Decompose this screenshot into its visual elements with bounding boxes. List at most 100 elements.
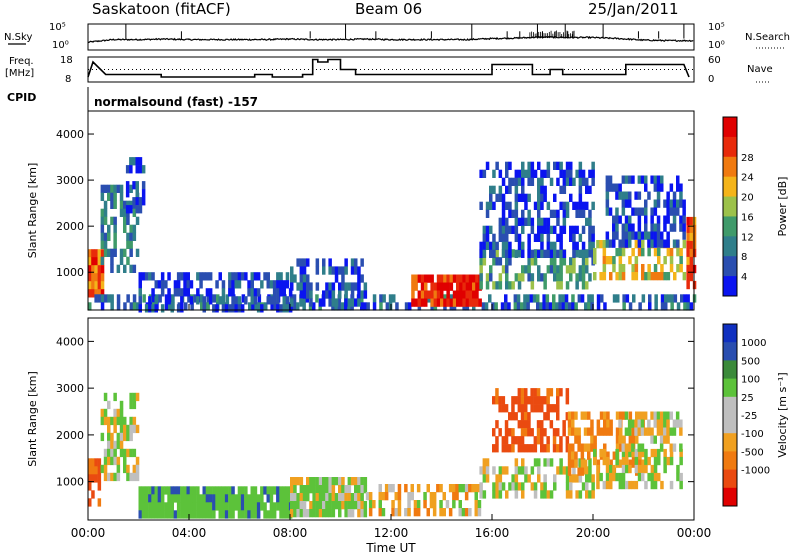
- velocity-cell: [132, 448, 137, 458]
- velocity-cell: [293, 501, 297, 510]
- power-cell: [603, 302, 607, 311]
- velocity-cell: [429, 492, 434, 501]
- velocity-cell: [234, 502, 238, 511]
- velocity-cell: [318, 493, 323, 502]
- power-cell: [537, 209, 541, 218]
- power-cell: [132, 302, 137, 311]
- velocity-cell: [247, 502, 251, 511]
- power-cell: [533, 257, 538, 266]
- power-cell: [489, 241, 493, 250]
- power-cell: [334, 298, 339, 307]
- power-cell: [107, 248, 111, 257]
- power-cell: [424, 282, 428, 291]
- velocity-cell: [552, 428, 557, 437]
- power-cell: [88, 257, 92, 266]
- velocity-cell: [546, 404, 550, 413]
- power-cell: [113, 248, 117, 257]
- velocity-cell: [325, 493, 329, 502]
- power-cell: [129, 240, 133, 249]
- power-cell: [521, 249, 525, 258]
- velocity-cell: [416, 508, 421, 517]
- velocity-cell: [180, 510, 184, 519]
- power-cell: [612, 294, 617, 303]
- power-cell: [443, 282, 447, 291]
- cpid-label: CPID: [7, 91, 36, 104]
- power-cell: [545, 302, 550, 311]
- power-cell: [234, 272, 238, 281]
- power-cell: [625, 294, 630, 303]
- power-cell: [498, 185, 503, 194]
- velocity-cell: [514, 490, 519, 499]
- velocity-cell: [186, 494, 190, 503]
- power-cell: [306, 282, 310, 291]
- power-cell: [672, 215, 677, 224]
- velocity-colorbar-swatch: [723, 451, 737, 471]
- power-cell: [591, 201, 595, 210]
- velocity-cell: [546, 490, 551, 499]
- velocity-cell: [299, 501, 304, 510]
- velocity-cell: [606, 411, 610, 420]
- velocity-cell: [263, 510, 267, 519]
- velocity-cell: [603, 419, 607, 428]
- power-cell: [650, 231, 654, 240]
- power-cell: [446, 290, 450, 299]
- power-cell: [612, 215, 616, 224]
- power-cell: [299, 274, 304, 283]
- velocity-cell: [524, 444, 528, 453]
- power-cell: [686, 302, 690, 311]
- velocity-cell: [312, 501, 316, 510]
- velocity-cell: [215, 486, 219, 495]
- power-cell: [682, 272, 687, 281]
- power-cell: [141, 197, 146, 206]
- velocity-cell: [647, 427, 651, 436]
- velocity-cell: [276, 486, 280, 495]
- power-cell: [465, 290, 470, 299]
- velocity-cell: [672, 419, 677, 428]
- power-cell: [331, 266, 336, 275]
- power-cell: [420, 274, 425, 283]
- velocity-cell: [331, 493, 336, 502]
- velocity-cell: [618, 480, 623, 490]
- power-cell: [282, 288, 286, 297]
- velocity-cell: [322, 509, 326, 518]
- power-cell: [562, 201, 567, 210]
- velocity-cell: [543, 428, 547, 437]
- power-cell: [110, 200, 114, 209]
- power-colorbar-swatch: [723, 256, 737, 277]
- time-tick-label: 00:00: [71, 526, 106, 540]
- velocity-cell: [228, 494, 232, 503]
- velocity-cell: [103, 408, 108, 418]
- power-cell: [173, 288, 178, 297]
- power-cell: [171, 294, 175, 303]
- power-cell: [97, 249, 102, 258]
- velocity-cell: [439, 500, 443, 509]
- velocity-cell: [609, 427, 613, 436]
- velocity-cell: [675, 419, 680, 428]
- power-cell: [663, 199, 667, 208]
- power-cell: [523, 294, 527, 303]
- power-cell: [660, 175, 664, 184]
- power-cell: [152, 294, 156, 303]
- velocity-cell: [569, 474, 573, 483]
- velocity-cell: [514, 482, 519, 491]
- velocity-cell: [347, 493, 352, 502]
- power-cell: [119, 248, 124, 257]
- power-cell: [129, 224, 133, 233]
- velocity-cell: [315, 493, 320, 502]
- velocity-cell: [517, 404, 522, 413]
- velocity-cell: [325, 485, 329, 494]
- power-cell: [489, 273, 493, 282]
- velocity-cell: [543, 490, 547, 499]
- power-cell: [569, 265, 573, 274]
- velocity-cell: [123, 424, 127, 434]
- power-cell: [653, 183, 658, 192]
- power-cell: [653, 272, 658, 281]
- power-cell: [328, 282, 332, 291]
- frequency-line: [87, 58, 690, 78]
- velocity-cell: [129, 400, 133, 410]
- power-cell: [138, 157, 143, 166]
- power-cell: [660, 231, 664, 240]
- power-cell: [565, 265, 570, 274]
- velocity-cell: [580, 411, 585, 420]
- power-cell: [628, 302, 633, 311]
